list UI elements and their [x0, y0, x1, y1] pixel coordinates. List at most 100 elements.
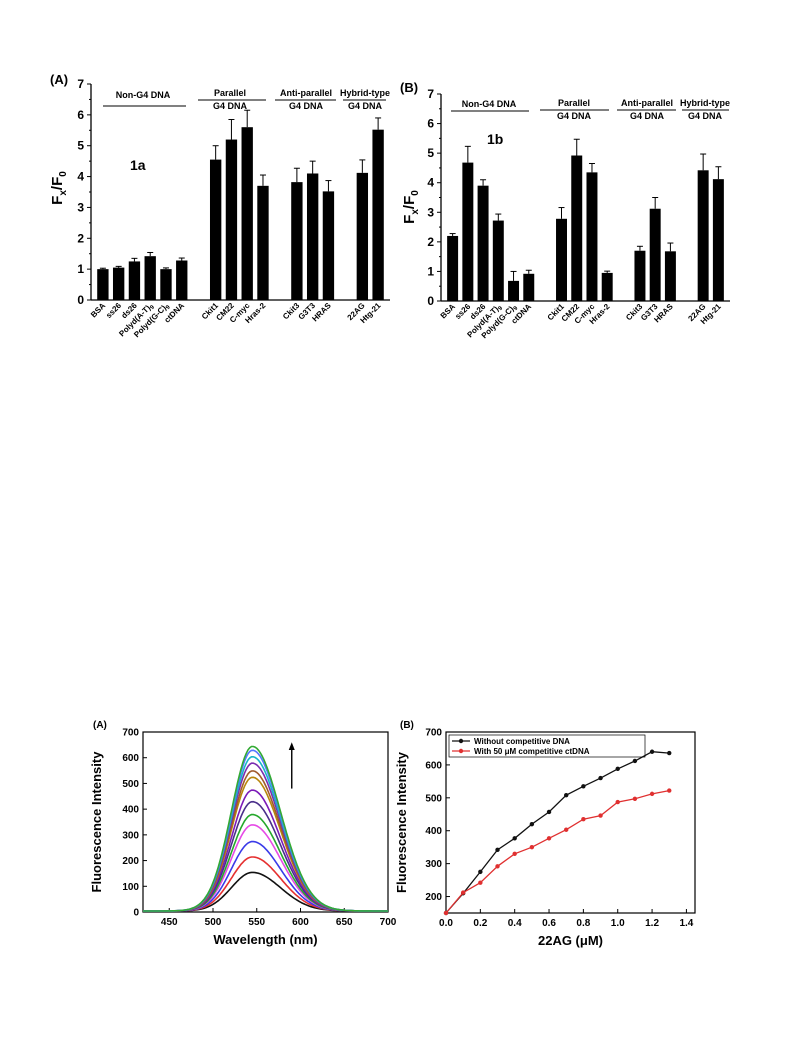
y-tick-label: 400	[425, 826, 442, 837]
bar	[462, 162, 474, 301]
spectrum-line	[143, 800, 388, 912]
x-tick-label: 0.2	[473, 918, 487, 929]
legend-label: Without competitive DNA	[474, 737, 570, 746]
bar	[128, 261, 141, 300]
chart-1a: (A) 1a Fx/F0 Non-G4 DNA Parallel G4 DNA …	[49, 72, 390, 339]
bar	[356, 172, 369, 300]
group-sublabel-1b-antiparallel: G4 DNA	[630, 111, 665, 121]
data-point	[495, 847, 500, 853]
bar	[571, 155, 583, 301]
x-tick-label: BSA	[89, 301, 107, 319]
data-point	[529, 844, 535, 850]
legend-marker	[458, 738, 464, 744]
legend-box	[448, 734, 646, 758]
data-point	[564, 827, 569, 832]
data-point	[546, 836, 552, 841]
x-tick-label: ctDNA	[163, 301, 187, 325]
ylabel-1a-slash: /F	[49, 177, 66, 190]
data-point	[667, 788, 672, 793]
group-label-1b-parallel: Parallel	[558, 98, 590, 108]
y-tick-label: 5	[427, 146, 434, 160]
bar	[160, 269, 172, 300]
data-point	[529, 821, 535, 827]
group-label-1a-antiparallel: Anti-parallel	[280, 88, 332, 98]
data-point	[478, 869, 483, 875]
plot-area-spectra: 0 100 200 300 400 500 600 700 450 500 550 600 650 700…	[89, 728, 397, 948]
svg-text:Fx/F0: Fx/F0	[401, 190, 421, 224]
spectrum-line	[143, 824, 388, 912]
bar	[257, 185, 269, 300]
x-tick-label: ss26	[453, 302, 472, 321]
x-tick-label: BSA	[439, 302, 457, 320]
x-tick-label: 700	[380, 917, 397, 928]
x-tick-label: HRAS	[310, 301, 333, 324]
data-point	[581, 784, 586, 789]
panel-label-top-b: (B)	[400, 80, 418, 95]
x-tick-label: 0.0	[439, 918, 453, 929]
y-tick-label: 7	[77, 77, 84, 91]
y-tick-label: 200	[122, 856, 139, 867]
bar	[97, 269, 109, 300]
data-point	[478, 880, 483, 885]
y-tick-label: 300	[425, 859, 442, 870]
panel-label-bottom-b: (B)	[400, 720, 414, 731]
bar	[664, 251, 676, 301]
y-tick-label: 300	[122, 830, 139, 841]
bar	[322, 191, 335, 300]
data-point	[564, 792, 569, 798]
group-sublabel-1a-antiparallel: G4 DNA	[289, 101, 324, 111]
bar	[225, 139, 238, 300]
plot-frame	[445, 731, 696, 914]
y-tick-label: 100	[122, 882, 139, 893]
x-tick-label: 500	[205, 917, 222, 928]
y-tick-label: 400	[122, 805, 139, 816]
group-label-1a-hybrid: Hybrid-type	[340, 88, 390, 98]
x-tick-label: 0.6	[542, 918, 556, 929]
bar	[241, 127, 253, 300]
plot-area-1a: 01234567BSAss26ds26Polyd(A-T)9Polyd(G-C)…	[77, 77, 390, 339]
data-point	[495, 864, 500, 869]
x-tick-label: 600	[292, 917, 309, 928]
bar	[447, 235, 459, 301]
group-sublabel-1a-parallel: G4 DNA	[213, 101, 248, 111]
bar	[112, 267, 125, 300]
y-tick-label: 0	[133, 908, 139, 919]
bar	[306, 173, 319, 300]
spectrum-line	[143, 871, 388, 912]
annotation-1a: 1a	[130, 157, 146, 173]
data-point	[598, 775, 603, 781]
data-point	[615, 766, 620, 772]
spectrum-line	[143, 789, 388, 912]
data-point	[512, 836, 517, 841]
bar	[372, 129, 384, 300]
bar	[634, 250, 646, 301]
data-point	[615, 799, 620, 805]
x-tick-label: 0.4	[508, 918, 522, 929]
y-tick-label: 600	[425, 760, 442, 771]
y-tick-label: 0	[427, 294, 434, 308]
bar	[291, 182, 303, 300]
bar	[144, 256, 156, 300]
group-label-1a-parallel: Parallel	[214, 88, 246, 98]
ylabel-1a-sub-0: 0	[58, 171, 69, 177]
ylabel-1b-sub-0: 0	[410, 190, 421, 196]
bar	[712, 179, 724, 301]
plot-frame	[142, 731, 389, 913]
y-tick-label: 0	[77, 293, 84, 307]
spectrum-line	[143, 745, 388, 912]
y-tick-label: 7	[427, 87, 434, 101]
data-point	[512, 851, 517, 856]
y-tick-label: 200	[425, 892, 442, 903]
data-point	[460, 890, 466, 895]
spectrum-line	[143, 776, 388, 912]
svg-text:Fx/F0: Fx/F0	[49, 171, 69, 205]
x-tick-label: 550	[248, 917, 265, 928]
group-label-1b-antiparallel: Anti-parallel	[621, 98, 673, 108]
bar	[586, 172, 598, 301]
x-tick-label: 1.4	[679, 918, 693, 929]
y-axis-title: Fluorescence Intensity	[394, 751, 409, 893]
chart-1b: (B) 1b Fx/F0 Non-G4 DNA Parallel G4 DNA …	[400, 80, 730, 340]
bar	[697, 170, 709, 301]
series-line	[445, 751, 670, 914]
